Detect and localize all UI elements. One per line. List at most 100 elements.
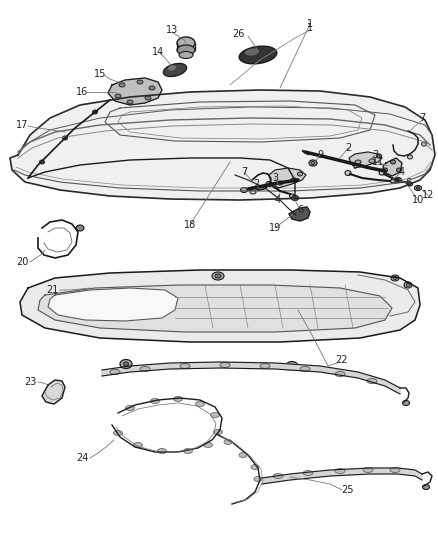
Ellipse shape	[300, 367, 310, 372]
Ellipse shape	[213, 430, 223, 434]
Text: 12: 12	[422, 190, 434, 200]
Polygon shape	[42, 380, 65, 404]
Ellipse shape	[367, 378, 377, 384]
Ellipse shape	[149, 86, 155, 90]
Text: 1: 1	[307, 19, 313, 29]
Text: 2: 2	[253, 179, 259, 189]
Text: 1: 1	[307, 23, 313, 33]
Polygon shape	[38, 285, 392, 332]
Ellipse shape	[293, 197, 297, 199]
Ellipse shape	[239, 453, 247, 457]
Text: 22: 22	[336, 355, 348, 365]
Text: 19: 19	[269, 223, 281, 233]
Text: 6: 6	[405, 178, 411, 188]
Ellipse shape	[220, 362, 230, 367]
Ellipse shape	[119, 83, 125, 87]
Ellipse shape	[134, 442, 142, 448]
Ellipse shape	[39, 160, 45, 164]
Ellipse shape	[311, 161, 315, 165]
Text: 4: 4	[399, 167, 405, 177]
Ellipse shape	[277, 181, 283, 185]
Ellipse shape	[396, 168, 402, 172]
Polygon shape	[383, 158, 402, 176]
Ellipse shape	[390, 467, 400, 472]
Text: 3: 3	[372, 150, 378, 160]
Ellipse shape	[391, 179, 396, 183]
Ellipse shape	[345, 171, 351, 175]
Ellipse shape	[120, 359, 132, 368]
Ellipse shape	[224, 440, 232, 445]
Polygon shape	[289, 207, 310, 221]
Ellipse shape	[127, 100, 133, 104]
Polygon shape	[262, 468, 422, 484]
Ellipse shape	[251, 464, 259, 470]
Ellipse shape	[151, 399, 159, 403]
Ellipse shape	[377, 154, 381, 158]
Text: 26: 26	[232, 29, 244, 39]
Ellipse shape	[92, 110, 98, 114]
Ellipse shape	[245, 49, 259, 55]
Ellipse shape	[407, 155, 413, 159]
Ellipse shape	[303, 471, 313, 475]
Polygon shape	[10, 90, 435, 200]
Ellipse shape	[335, 469, 345, 473]
Ellipse shape	[403, 400, 410, 406]
Text: 17: 17	[16, 120, 28, 130]
Ellipse shape	[335, 372, 345, 376]
Ellipse shape	[126, 406, 134, 410]
Ellipse shape	[273, 473, 283, 479]
Text: 24: 24	[76, 453, 88, 463]
Text: 2: 2	[345, 143, 351, 153]
Ellipse shape	[179, 52, 193, 59]
Ellipse shape	[63, 136, 67, 140]
Text: 21: 21	[46, 285, 58, 295]
Ellipse shape	[404, 282, 412, 288]
Ellipse shape	[290, 364, 294, 368]
Ellipse shape	[393, 277, 397, 279]
Ellipse shape	[391, 275, 399, 281]
Ellipse shape	[292, 196, 299, 200]
Ellipse shape	[395, 177, 402, 182]
Ellipse shape	[363, 467, 373, 472]
Ellipse shape	[168, 66, 176, 71]
Ellipse shape	[407, 182, 413, 186]
Ellipse shape	[291, 178, 297, 182]
Ellipse shape	[212, 272, 224, 280]
Text: 9: 9	[317, 150, 323, 160]
Text: 15: 15	[94, 69, 106, 79]
Ellipse shape	[260, 364, 270, 368]
Ellipse shape	[309, 160, 317, 166]
Text: 7: 7	[241, 167, 247, 177]
Ellipse shape	[145, 96, 151, 100]
Ellipse shape	[414, 185, 421, 190]
Ellipse shape	[297, 172, 303, 176]
Polygon shape	[108, 78, 162, 105]
Ellipse shape	[137, 80, 143, 84]
Ellipse shape	[204, 442, 212, 448]
Ellipse shape	[406, 284, 410, 287]
Ellipse shape	[115, 94, 121, 98]
Text: 13: 13	[166, 25, 178, 35]
Ellipse shape	[250, 190, 256, 194]
Ellipse shape	[382, 168, 388, 172]
Ellipse shape	[211, 413, 219, 417]
Text: 4: 4	[275, 195, 281, 205]
Text: 14: 14	[152, 47, 164, 57]
Text: 18: 18	[184, 220, 196, 230]
Ellipse shape	[184, 448, 192, 454]
Polygon shape	[269, 168, 306, 188]
Ellipse shape	[369, 159, 375, 163]
Ellipse shape	[110, 369, 120, 375]
Ellipse shape	[423, 484, 430, 489]
Ellipse shape	[384, 169, 391, 174]
Ellipse shape	[113, 431, 123, 435]
Ellipse shape	[290, 194, 294, 198]
Ellipse shape	[254, 477, 262, 481]
Text: 3: 3	[272, 173, 278, 183]
Ellipse shape	[140, 367, 150, 372]
Text: 10: 10	[412, 195, 424, 205]
Text: 16: 16	[76, 87, 88, 97]
Ellipse shape	[177, 37, 195, 49]
Ellipse shape	[240, 188, 247, 192]
Ellipse shape	[417, 187, 420, 189]
